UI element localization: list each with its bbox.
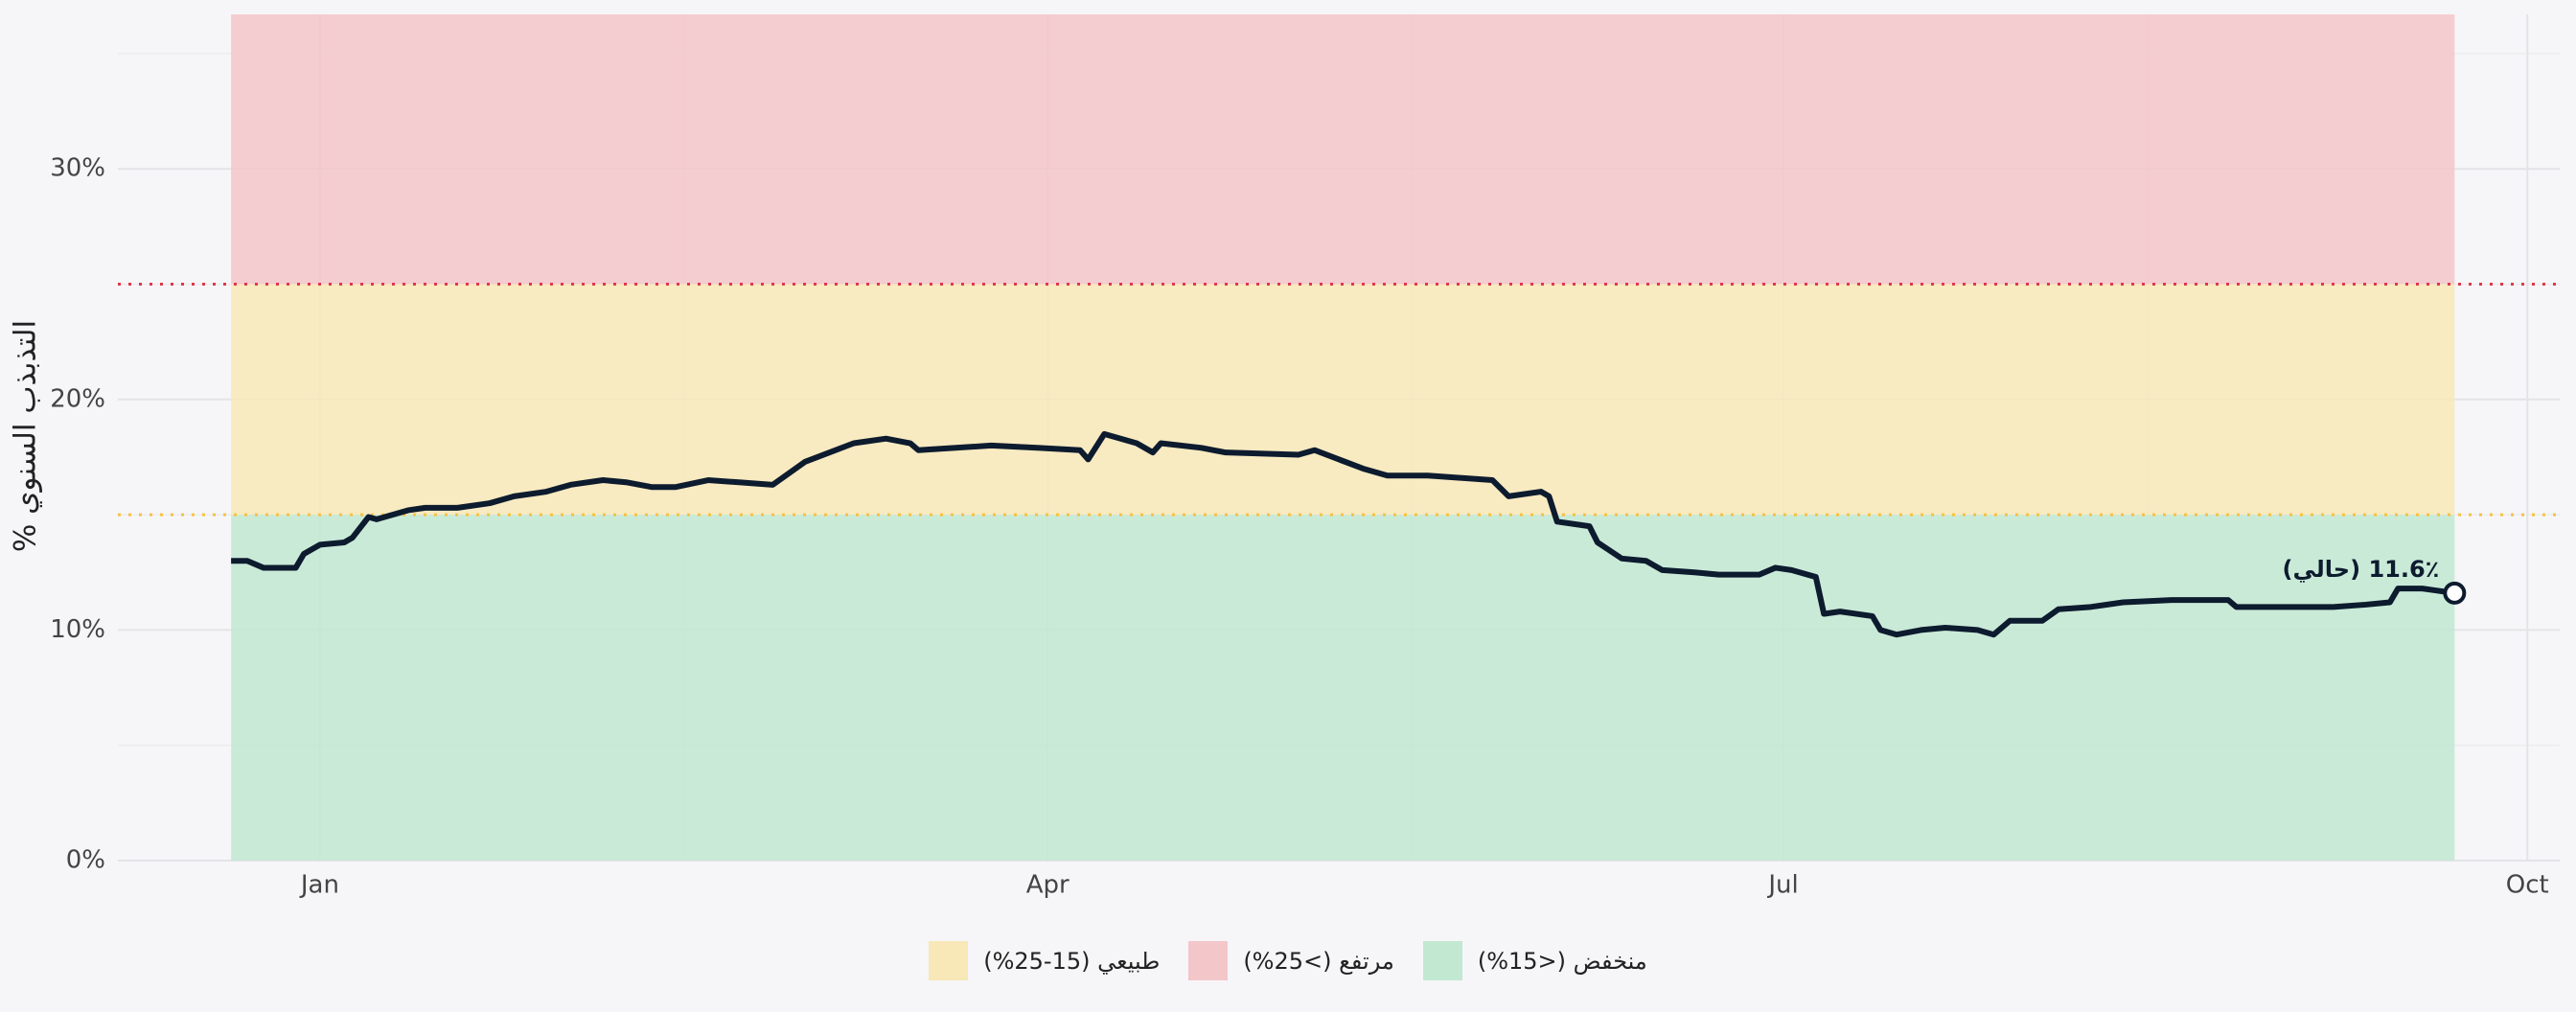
zone-band [231,515,2455,861]
x-tick-label: Apr [1026,871,1070,900]
y-axis-label: التذبذب السنوي % [9,320,43,552]
current-label: 11.6٪ (حالي) [2283,556,2440,583]
zone-band [231,14,2455,285]
legend-item: مرتفع (>25%) [1188,941,1394,980]
y-tick-label: 30% [50,154,105,183]
legend-swatch [1188,941,1229,980]
x-tick-label: Oct [2506,871,2549,900]
legend-item: طبيعي (15-25%) [929,941,1160,980]
legend-label: منخفض (<15%) [1477,947,1647,975]
legend-label: مرتفع (>25%) [1243,947,1394,975]
legend-label: طبيعي (15-25%) [983,947,1161,975]
x-tick-label: Jan [299,871,339,900]
y-tick-label: 20% [50,384,105,413]
current-point [2443,581,2467,605]
y-tick-label: 10% [50,615,105,644]
legend-swatch [1422,941,1462,980]
chart: التذبذب السنوي % 0% 10% 20% 30% Jan Apr Jul Oct… [9,14,2560,900]
legend-item: منخفض (<15%) [1422,941,1647,980]
legend: طبيعي (15-25%) مرتفع (>25%) منخفض (<15%) [0,941,2576,980]
x-tick-label: Jul [1766,871,1798,900]
volatility-line [231,430,2455,638]
zone-band [231,284,2455,516]
y-tick-label: 0% [66,846,105,875]
legend-swatch [929,941,969,980]
